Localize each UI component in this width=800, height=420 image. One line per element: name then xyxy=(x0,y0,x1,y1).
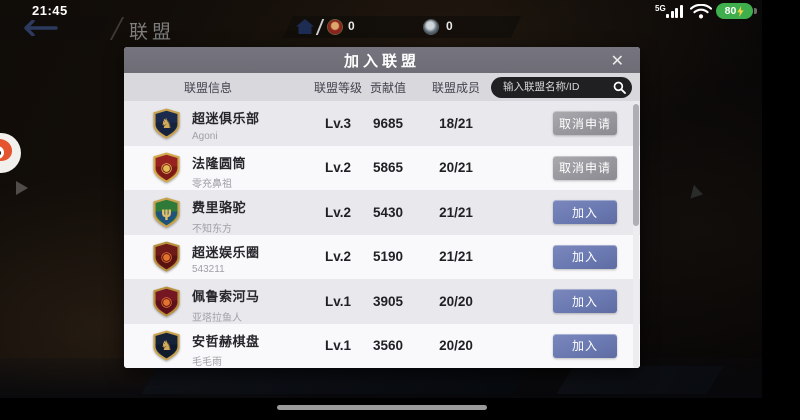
scrollbar-thumb[interactable] xyxy=(633,104,639,226)
alliance-level: Lv.2 xyxy=(324,249,351,265)
badge-emblem: ♞ xyxy=(160,115,172,131)
table-header: 联盟信息 联盟等级 贡献值 联盟成员 xyxy=(124,73,640,101)
alliance-badge-icon: ◉ xyxy=(153,241,180,272)
alliance-row: ◉ 佩鲁索河马 亚塔拉鱼人 Lv.1 3905 20/20 加入 xyxy=(124,279,640,324)
alliance-level: Lv.1 xyxy=(324,338,351,354)
contribution-value: 5430 xyxy=(372,204,404,220)
cancel-apply-button[interactable]: 取消申请 xyxy=(553,111,617,135)
alliance-row: ψ 费里骆驼 不知东方 Lv.2 5430 21/21 加入 xyxy=(124,190,640,235)
right-arrow-decor-icon xyxy=(690,184,705,202)
alliance-name: 法隆圆筒 xyxy=(192,155,247,171)
battery-percent: 80 xyxy=(724,5,737,17)
join-button[interactable]: 加入 xyxy=(553,289,617,313)
badge-emblem: ♞ xyxy=(160,338,172,354)
background-bench xyxy=(141,366,529,394)
join-button[interactable]: 加入 xyxy=(553,244,617,269)
alliance-badge-icon: ψ xyxy=(153,196,180,228)
divider xyxy=(109,17,125,40)
network-type-label: 5G xyxy=(655,4,666,13)
alliance-subtitle: Agoni xyxy=(192,130,218,142)
join-button[interactable]: 加入 xyxy=(553,200,617,224)
weibo-pupil xyxy=(0,150,1,156)
cancel-apply-button[interactable]: 取消申请 xyxy=(553,155,617,180)
alliance-name: 超迷俱乐部 xyxy=(192,111,260,126)
home-icon[interactable] xyxy=(295,18,315,35)
letterbox-right xyxy=(762,0,800,420)
badge-emblem: ◉ xyxy=(161,249,173,265)
join-alliance-dialog: 加入联盟 ✕ 联盟信息 联盟等级 贡献值 联盟成员 ♞ xyxy=(124,47,640,368)
dialog-title-bar: 加入联盟 ✕ xyxy=(124,47,640,73)
battery-indicator: 80 xyxy=(716,3,753,19)
red-medal-icon xyxy=(328,20,342,34)
alliance-list: ♞ 超迷俱乐部 Agoni Lv.3 9685 18/21 取消申请 ◉ xyxy=(124,101,640,368)
contribution-value: 3560 xyxy=(372,338,404,354)
background-bench xyxy=(556,366,724,394)
alliance-row: ♞ 安哲赫棋盘 毛毛雨 Lv.1 3560 20/20 加入 xyxy=(124,323,640,368)
member-count: 21/21 xyxy=(439,249,473,265)
alliance-search-box[interactable] xyxy=(491,76,632,98)
alliance-subtitle: 543211 xyxy=(192,264,225,275)
counter-value: 0 xyxy=(348,19,355,33)
weibo-icon[interactable] xyxy=(0,133,21,173)
search-icon[interactable] xyxy=(613,81,626,94)
contribution-value: 5190 xyxy=(372,249,404,265)
alliance-name: 超迷娱乐圈 xyxy=(192,244,260,260)
scrollbar[interactable] xyxy=(633,101,639,368)
member-count: 18/21 xyxy=(439,115,473,131)
alliance-badge-icon: ◉ xyxy=(153,285,180,317)
alliance-subtitle: 毛毛雨 xyxy=(192,357,222,368)
alliance-badge-icon: ♞ xyxy=(153,330,180,361)
badge-emblem: ◉ xyxy=(161,160,173,176)
member-count: 20/21 xyxy=(439,160,473,176)
silver-ball-icon xyxy=(424,20,438,34)
alliance-subtitle: 零充鼻祖 xyxy=(192,179,232,190)
close-icon[interactable]: ✕ xyxy=(607,47,628,73)
search-input[interactable] xyxy=(501,80,613,94)
alliance-level: Lv.1 xyxy=(324,293,351,309)
alliance-subtitle: 亚塔拉鱼人 xyxy=(192,312,242,324)
column-header-level: 联盟等级 xyxy=(313,80,362,95)
alliance-row: ♞ 超迷俱乐部 Agoni Lv.3 9685 18/21 取消申请 xyxy=(124,101,640,146)
member-count: 20/20 xyxy=(439,338,473,354)
contribution-value: 3905 xyxy=(372,293,404,309)
alliance-name: 安哲赫棋盘 xyxy=(192,333,260,349)
dialog-title: 加入联盟 xyxy=(343,52,420,70)
member-count: 21/21 xyxy=(439,204,473,220)
alliance-row: ◉ 法隆圆筒 零充鼻祖 Lv.2 5865 20/21 取消申请 xyxy=(124,145,640,190)
badge-emblem: ψ xyxy=(161,204,172,220)
left-arrow-decor-icon xyxy=(16,181,28,195)
alliance-name: 佩鲁索河马 xyxy=(192,289,260,304)
home-indicator[interactable] xyxy=(277,405,487,410)
alliance-level: Lv.2 xyxy=(324,204,351,220)
back-arrow-icon[interactable] xyxy=(24,20,58,36)
page-title: 联盟 xyxy=(129,22,176,43)
alliance-name: 费里骆驼 xyxy=(192,200,247,215)
weibo-eye xyxy=(0,146,4,159)
contribution-value: 9685 xyxy=(372,115,404,131)
join-button[interactable]: 加入 xyxy=(553,333,617,358)
column-header-contribution: 贡献值 xyxy=(369,80,406,95)
alliance-subtitle: 不知东方 xyxy=(192,223,232,235)
column-header-info: 联盟信息 xyxy=(183,80,232,95)
wifi-icon xyxy=(690,4,712,19)
member-count: 20/20 xyxy=(439,293,473,309)
clock-time: 21:45 xyxy=(32,3,68,18)
charging-bolt-icon xyxy=(737,5,744,17)
divider xyxy=(315,19,325,35)
badge-emblem: ◉ xyxy=(161,293,173,309)
alliance-level: Lv.3 xyxy=(324,115,351,131)
alliance-badge-icon: ♞ xyxy=(153,107,180,139)
contribution-value: 5865 xyxy=(372,160,404,176)
counter-value: 0 xyxy=(446,19,453,33)
signal-bars-icon xyxy=(666,5,686,18)
alliance-row: ◉ 超迷娱乐圈 543211 Lv.2 5190 21/21 加入 xyxy=(124,234,640,279)
alliance-level: Lv.2 xyxy=(324,160,351,176)
battery-nub xyxy=(754,8,757,14)
alliance-badge-icon: ◉ xyxy=(153,152,180,183)
column-header-members: 联盟成员 xyxy=(431,80,480,95)
